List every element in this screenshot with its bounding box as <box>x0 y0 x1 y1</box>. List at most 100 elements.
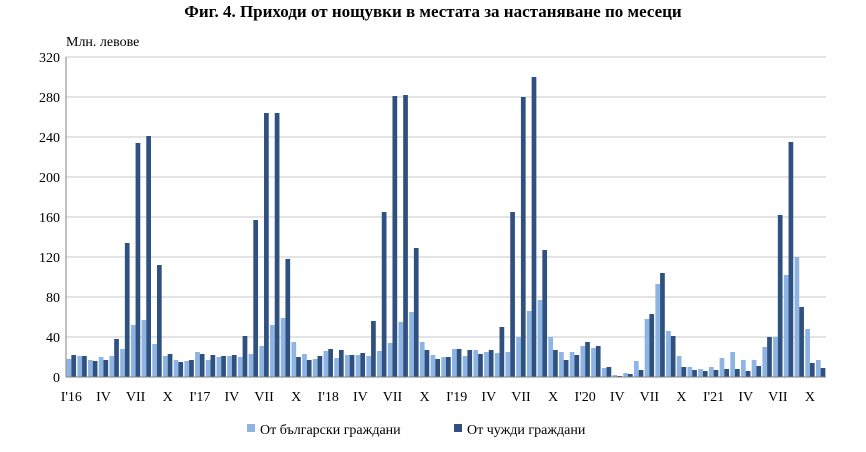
bar-bulgarian <box>580 346 586 377</box>
x-tick-label: X <box>548 390 558 405</box>
bar-bulgarian <box>195 352 200 377</box>
x-tick-label: IV <box>610 390 625 405</box>
x-tick-label: I'18 <box>318 390 339 405</box>
bar-series <box>66 77 826 377</box>
bar-foreign <box>253 220 259 377</box>
bar-foreign <box>510 212 515 377</box>
x-tick-label: I'19 <box>446 390 467 405</box>
bar-foreign <box>446 357 451 377</box>
x-tick-label: VII <box>383 390 403 405</box>
x-tick-label: IV <box>738 390 753 405</box>
bar-bulgarian <box>409 312 414 377</box>
bar-bulgarian <box>302 354 307 377</box>
bar-bulgarian <box>248 354 254 377</box>
bar-bulgarian <box>559 352 564 377</box>
x-tick-label: I'17 <box>189 390 210 405</box>
x-tick-label: VII <box>640 390 660 405</box>
bar-bulgarian <box>633 361 639 377</box>
y-tick-label: 80 <box>46 291 60 306</box>
bar-foreign <box>338 350 344 377</box>
x-tick-label: X <box>291 390 301 405</box>
bar-foreign <box>756 366 762 377</box>
bar-foreign <box>189 360 194 377</box>
bar-bulgarian <box>655 284 661 377</box>
bar-bulgarian <box>591 348 596 377</box>
bar-foreign <box>285 259 291 377</box>
bar-bulgarian <box>687 367 693 377</box>
bar-bulgarian <box>237 357 243 377</box>
bar-foreign <box>264 113 269 377</box>
bar-bulgarian <box>355 355 361 377</box>
bar-bulgarian <box>484 352 489 377</box>
bar-foreign <box>274 113 280 377</box>
bar-foreign <box>242 336 248 377</box>
bar-foreign <box>210 355 216 377</box>
x-tick-label: VII <box>768 390 788 405</box>
bar-bulgarian <box>751 360 757 377</box>
bar-bulgarian <box>270 325 275 377</box>
bar-bulgarian <box>644 319 650 377</box>
x-tick-label: VII <box>254 390 274 405</box>
x-tick-label: X <box>805 390 815 405</box>
bar-foreign <box>553 350 558 377</box>
bar-bulgarian <box>323 351 329 377</box>
y-axis-ticks: 0 40 80 120 160 200 240 280 320 <box>39 51 60 386</box>
bar-foreign <box>606 367 612 377</box>
x-tick-label: I'21 <box>703 390 724 405</box>
bar-bulgarian <box>741 360 746 377</box>
bar-bulgarian <box>730 352 736 377</box>
bar-foreign <box>156 265 162 377</box>
bar-foreign <box>478 354 483 377</box>
bar-foreign <box>82 356 87 377</box>
bar-bulgarian <box>312 359 318 377</box>
legend-swatch-bulgarian <box>247 424 255 432</box>
bar-foreign <box>103 360 109 377</box>
y-tick-label: 120 <box>39 251 60 266</box>
bar-bulgarian <box>334 358 339 377</box>
bar-bulgarian <box>184 361 190 377</box>
bar-bulgarian <box>280 318 286 377</box>
bar-foreign <box>724 369 730 377</box>
bar-bulgarian <box>162 356 168 377</box>
bar-bulgarian <box>762 347 768 377</box>
y-axis-unit-label: Млн. левове <box>66 35 140 50</box>
axes <box>65 57 826 378</box>
bar-bulgarian <box>66 359 72 377</box>
bar-bulgarian <box>548 337 554 377</box>
legend-swatch-foreign <box>454 424 462 432</box>
bar-bulgarian <box>473 350 479 377</box>
bar-foreign <box>403 95 408 377</box>
bar-foreign <box>328 349 333 377</box>
y-tick-label: 0 <box>53 371 60 386</box>
bar-bulgarian <box>805 329 810 377</box>
bar-bulgarian <box>773 337 778 377</box>
bar-bulgarian <box>77 356 83 377</box>
x-tick-label: IV <box>225 390 240 405</box>
bar-bulgarian <box>216 357 222 377</box>
bar-foreign <box>531 77 537 377</box>
bar-bulgarian <box>526 311 532 377</box>
bar-foreign <box>670 336 676 377</box>
bar-bulgarian <box>698 369 703 377</box>
y-tick-label: 200 <box>39 171 60 186</box>
y-tick-label: 160 <box>39 211 60 226</box>
bar-foreign <box>467 350 473 377</box>
bar-foreign <box>585 342 590 377</box>
bar-foreign <box>542 250 548 377</box>
bar-foreign <box>167 354 173 377</box>
bar-bulgarian <box>441 357 446 377</box>
bar-bulgarian <box>708 367 714 377</box>
y-tick-label: 40 <box>46 331 60 346</box>
bar-foreign <box>349 355 355 377</box>
bar-foreign <box>649 314 655 377</box>
bar-bulgarian <box>623 373 628 377</box>
bar-bulgarian <box>88 360 93 377</box>
bar-bulgarian <box>569 352 575 377</box>
bar-foreign <box>424 350 430 377</box>
bar-foreign <box>317 356 323 377</box>
bar-foreign <box>735 369 740 377</box>
y-tick-label: 240 <box>39 131 60 146</box>
bar-foreign <box>745 371 751 377</box>
bar-bulgarian <box>719 358 725 377</box>
